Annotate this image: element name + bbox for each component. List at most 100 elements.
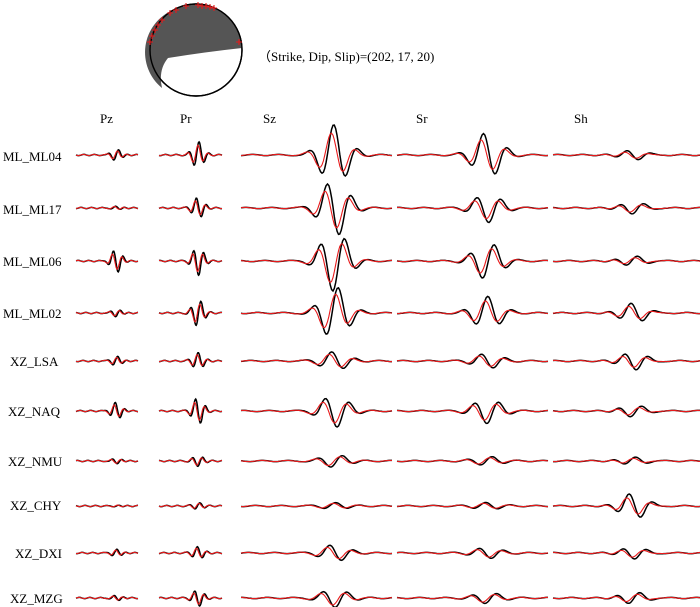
polarity-marker: [155, 22, 161, 28]
polarity-marker: [159, 17, 165, 23]
station-label: XZ_LSA: [10, 354, 59, 369]
mechanism-label: （Strike, Dip, Slip)=(202, 17, 20): [258, 49, 434, 64]
polarity-marker: [207, 4, 213, 10]
synthetic-trace: [396, 549, 549, 558]
synthetic-trace: [75, 253, 139, 270]
synthetic-trace: [158, 200, 223, 216]
synthetic-trace: [241, 592, 393, 606]
synthetic-trace: [240, 190, 393, 229]
synthetic-trace: [76, 549, 139, 556]
observed-trace: [75, 309, 139, 318]
synthetic-trace: [552, 151, 700, 159]
observed-trace: [159, 352, 223, 368]
observed-trace: [158, 197, 222, 218]
synthetic-trace: [396, 300, 549, 322]
synthetic-trace: [552, 593, 700, 603]
synthetic-trace: [396, 248, 549, 274]
synthetic-trace: [552, 497, 700, 515]
observed-trace: [240, 501, 393, 510]
synthetic-trace: [158, 303, 223, 323]
synthetic-trace: [158, 354, 223, 367]
synthetic-trace: [158, 547, 223, 558]
beachball: [145, 2, 243, 97]
polarity-marker: [203, 3, 209, 9]
synthetic-trace: [396, 457, 549, 465]
observed-trace: [158, 140, 223, 166]
synthetic-trace: [158, 144, 223, 163]
synthetic-trace: [553, 457, 700, 464]
synthetic-trace: [158, 401, 223, 421]
waveform-traces: [75, 124, 700, 607]
observed-trace: [240, 286, 393, 336]
synthetic-trace: [241, 502, 393, 509]
synthetic-trace: [552, 305, 700, 320]
synthetic-trace: [396, 139, 549, 170]
observed-trace: [240, 182, 393, 236]
synthetic-trace: [552, 549, 700, 558]
synthetic-trace: [396, 355, 549, 367]
synthetic-trace: [75, 504, 139, 508]
synthetic-trace: [240, 546, 393, 560]
station-label: ML_ML04: [3, 149, 62, 164]
station-label: ML_ML02: [3, 306, 62, 321]
station-label: XZ_NMU: [8, 454, 63, 469]
component-headers: Pz Pr Sz Sr Sh: [100, 111, 588, 126]
polarity-marker: [236, 39, 242, 45]
synthetic-trace: [553, 355, 700, 368]
synthetic-trace: [240, 293, 393, 329]
polarity-marker: [152, 27, 158, 33]
synthetic-trace: [240, 132, 393, 172]
header-sz: Sz: [263, 111, 276, 126]
observed-trace: [553, 456, 700, 465]
synthetic-trace: [75, 595, 139, 601]
observed-trace: [240, 237, 393, 293]
station-label: XZ_CHY: [10, 498, 62, 513]
synthetic-trace: [240, 243, 392, 284]
polarity-markers: [147, 2, 242, 45]
synthetic-trace: [75, 356, 139, 365]
synthetic-trace: [240, 456, 393, 466]
synthetic-trace: [552, 257, 700, 265]
polarity-marker: [147, 39, 153, 45]
station-label: ML_ML06: [3, 254, 62, 269]
synthetic-trace: [75, 404, 138, 417]
beachball-compression-quadrant: [145, 3, 242, 88]
synthetic-trace: [75, 150, 139, 160]
polarity-marker: [183, 3, 189, 9]
observed-trace: [396, 592, 548, 605]
observed-trace: [552, 302, 700, 322]
synthetic-trace: [158, 502, 223, 509]
station-label: XZ_MZG: [10, 591, 63, 606]
synthetic-trace: [396, 593, 548, 603]
polarity-marker: [195, 2, 201, 8]
header-pz: Pz: [100, 111, 113, 126]
synthetic-trace: [396, 403, 549, 421]
observed-trace: [240, 124, 393, 178]
synthetic-trace: [75, 206, 139, 210]
observed-trace: [240, 351, 392, 370]
synthetic-trace: [240, 353, 392, 368]
polarity-marker: [149, 33, 155, 39]
station-labels: ML_ML04 ML_ML17 ML_ML06 ML_ML02 XZ_LSA X…: [3, 149, 63, 606]
observed-trace: [241, 590, 393, 607]
observed-trace: [552, 202, 700, 215]
header-pr: Pr: [180, 111, 192, 126]
synthetic-trace: [75, 310, 138, 317]
observed-trace: [396, 132, 549, 175]
observed-trace: [158, 249, 223, 277]
observed-trace: [158, 545, 223, 559]
observed-trace: [552, 353, 700, 371]
synthetic-trace: [158, 592, 223, 605]
synthetic-trace: [159, 253, 223, 272]
synthetic-trace: [552, 407, 700, 416]
synthetic-trace: [75, 458, 139, 464]
observed-trace: [75, 401, 138, 419]
synthetic-trace: [158, 457, 223, 466]
header-sh: Sh: [574, 111, 588, 126]
station-label: XZ_DXI: [15, 546, 62, 561]
polarity-marker: [173, 7, 179, 13]
header-sr: Sr: [416, 111, 428, 126]
synthetic-trace: [397, 200, 549, 220]
synthetic-trace: [396, 502, 548, 509]
